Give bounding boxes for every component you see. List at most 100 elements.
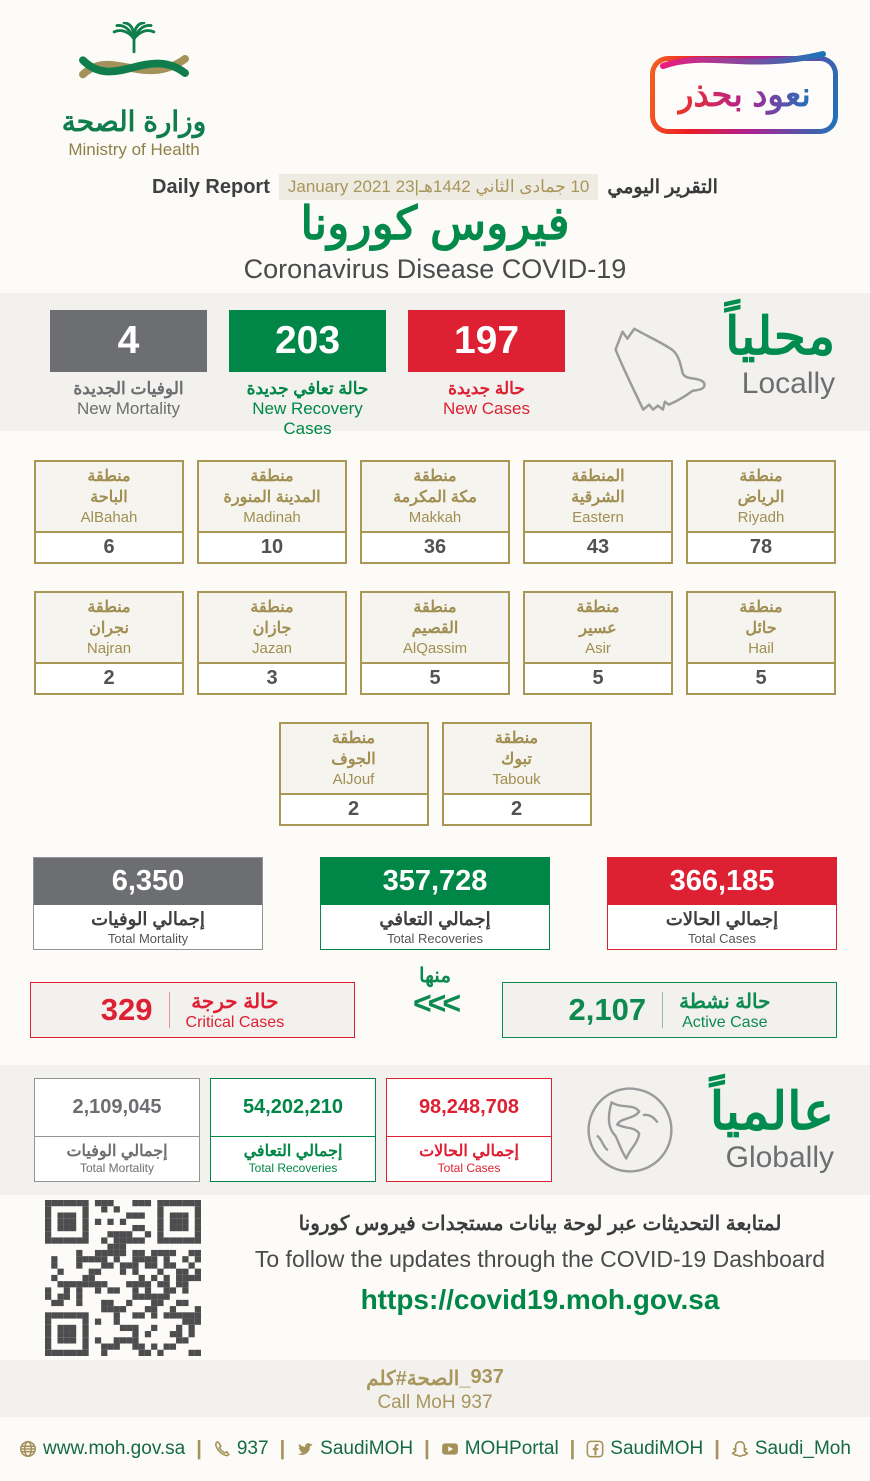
region-ar-line1: المنطقة	[571, 467, 625, 485]
facebook-icon	[586, 1440, 604, 1458]
region-ar-line2: حائل	[745, 619, 777, 637]
globally-heading: عالمياً Globally	[710, 1085, 842, 1176]
regions-row-2: منطقة نجران Najran 2 منطقة جازان Jazan 3 منط…	[0, 591, 870, 695]
globally-heading-ar: عالمياً	[709, 1082, 834, 1141]
total-recoveries-box: 357,728 إجمالي التعافي Total Recoveries	[320, 857, 550, 950]
region-value: 78	[749, 536, 773, 558]
dashboard-url-link[interactable]: https://covid19.moh.gov.sa	[360, 1284, 720, 1315]
region-ar-line1: منطقة	[331, 729, 376, 747]
divider	[168, 992, 170, 1028]
locally-heading-en: Locally	[741, 366, 836, 400]
footer-item-website[interactable]: www.moh.gov.sa	[19, 1438, 185, 1460]
regions-row-3: منطقة الجوف AlJouf 2 منطقة تبوك Tabouk 2	[0, 722, 870, 826]
global-recoveries-value: 54,202,210	[242, 1096, 344, 1118]
region-en: Makkah	[408, 509, 462, 527]
footer-label: 937	[236, 1438, 269, 1459]
region-value: 3	[266, 667, 278, 689]
footer-label: Saudi_Moh	[754, 1438, 851, 1459]
new-recovery-label-ar: حالة تعافي جديدة	[246, 379, 369, 398]
call-ar-number: 937	[470, 1366, 504, 1388]
total-mortality-value: 6,350	[34, 858, 262, 905]
footer-label: SaudiMOH	[610, 1438, 704, 1459]
active-cases-label-ar: حالة نشطة	[679, 990, 771, 1013]
footer-contact-bar: www.moh.gov.sa | 937 | SaudiMOH | MOHPor…	[0, 1417, 870, 1481]
region-ar-line1: منطقة	[250, 598, 294, 616]
region-en: Najran	[86, 640, 132, 658]
total-mortality-label-en: Total Mortality	[107, 931, 189, 946]
snapchat-icon	[731, 1441, 748, 1457]
brand-name-ar: وزارة الصحة	[61, 106, 207, 137]
new-mortality-label-ar: الوفيات الجديدة	[73, 379, 184, 398]
call-moh-label-en: Call MoH 937	[377, 1392, 493, 1413]
active-cases-box: 2,107 حالة نشطة Active Case	[502, 982, 837, 1038]
region-en: Jazan	[251, 640, 293, 658]
region-en: AlQassim	[402, 640, 468, 658]
critical-cases-value: 329	[100, 992, 153, 1027]
region-value: 2	[347, 798, 360, 820]
global-cases-label-ar: إجمالي الحالات	[419, 1143, 519, 1160]
region-ar-line1: منطقة	[413, 467, 457, 485]
total-recoveries-label-en: Total Recoveries	[386, 931, 484, 946]
region-card-hail: منطقة حائل Hail 5	[686, 591, 836, 695]
twitter-icon	[297, 1443, 314, 1455]
region-ar-line2: المدينة المنورة	[223, 488, 321, 506]
new-recovery-stat: 203 حالة تعافي جديدة New Recovery Cases	[229, 310, 386, 439]
new-cases-value: 197	[408, 310, 565, 372]
locally-heading: محلياً Locally	[725, 310, 843, 401]
new-cases-label-ar: حالة جديدة	[448, 379, 525, 398]
region-ar-line1: منطقة	[494, 729, 539, 747]
global-cases-box: 98,248,708 إجمالي الحالات Total Cases	[386, 1078, 552, 1182]
call-moh-section: كلم #الصحة_ 937 Call MoH 937	[0, 1360, 870, 1417]
saudi-map-icon	[614, 327, 706, 411]
region-value: 5	[429, 667, 441, 689]
total-cases-box: 366,185 إجمالي الحالات Total Cases	[607, 857, 837, 950]
call-ar-tag: #الصحة_	[395, 1368, 471, 1390]
daily-report-label-en: Daily Report	[152, 175, 270, 198]
footer-label: MOHPortal	[464, 1438, 559, 1459]
region-card-tabouk: منطقة تبوك Tabouk 2	[441, 722, 592, 826]
region-card-jazan: منطقة جازان Jazan 3	[197, 591, 347, 695]
region-en: Hail	[748, 640, 774, 658]
global-mortality-value: 2,109,045	[72, 1096, 162, 1118]
footer-item-facebook[interactable]: SaudiMOH	[586, 1438, 703, 1460]
regions-section: منطقة الباحة AlBahah 6 منطقة المدينة المنور…	[0, 431, 870, 855]
region-ar-line1: منطقة	[739, 598, 783, 616]
moh-logo-icon	[79, 21, 189, 79]
region-ar-line1: منطقة	[739, 467, 783, 485]
region-value: 6	[103, 536, 115, 558]
region-value: 43	[586, 536, 610, 558]
page-title-en: Coronavirus Disease COVID-19	[243, 254, 627, 284]
call-ar-word: كلم	[366, 1368, 396, 1390]
report-date: 10 جمادى الثاني 1442هـ|23 January 2021	[278, 174, 599, 200]
new-cases-label-en: New Cases	[443, 399, 530, 418]
region-en: AlJouf	[332, 771, 375, 789]
region-card-makkah: منطقة مكة المكرمة Makkah 36	[360, 460, 510, 564]
total-mortality-label-ar: إجمالي الوفيات	[91, 909, 205, 929]
footer-item-youtube[interactable]: MOHPortal	[441, 1438, 559, 1460]
of-which-label-ar: منها	[418, 965, 452, 987]
region-ar-line2: الرياض	[737, 488, 785, 506]
region-ar-line1: منطقة	[87, 467, 131, 485]
locally-heading-ar: محلياً	[725, 308, 836, 366]
global-recoveries-label-ar: إجمالي التعافي	[243, 1143, 343, 1160]
region-en: Asir	[585, 640, 611, 658]
badge-swoosh-icon	[660, 51, 826, 69]
qr-code[interactable]	[45, 1200, 201, 1356]
global-recoveries-label-en: Total Recoveries	[248, 1161, 338, 1175]
globe-icon	[587, 1087, 673, 1173]
footer-item-snapchat[interactable]: Saudi_Moh	[731, 1438, 851, 1460]
active-cases-value: 2,107	[568, 992, 647, 1027]
critical-cases-label-ar: حالة حرجة	[191, 990, 279, 1013]
divider: |	[424, 1437, 430, 1460]
region-en: Eastern	[572, 509, 624, 527]
call-hashtag-ar: كلم #الصحة_ 937	[0, 1366, 870, 1391]
footer-item-twitter[interactable]: SaudiMOH	[296, 1438, 413, 1460]
global-mortality-box: 2,109,045 إجمالي الوفيات Total Mortality	[34, 1078, 200, 1182]
footer-item-phone[interactable]: 937	[213, 1438, 269, 1460]
total-recoveries-value: 357,728	[321, 858, 549, 905]
divider: |	[569, 1437, 576, 1460]
globe-icon	[20, 1441, 37, 1457]
page-title-ar: فيروس كورونا	[300, 197, 570, 249]
dashboard-note-en: To follow the updates through the COVID-…	[254, 1246, 826, 1272]
